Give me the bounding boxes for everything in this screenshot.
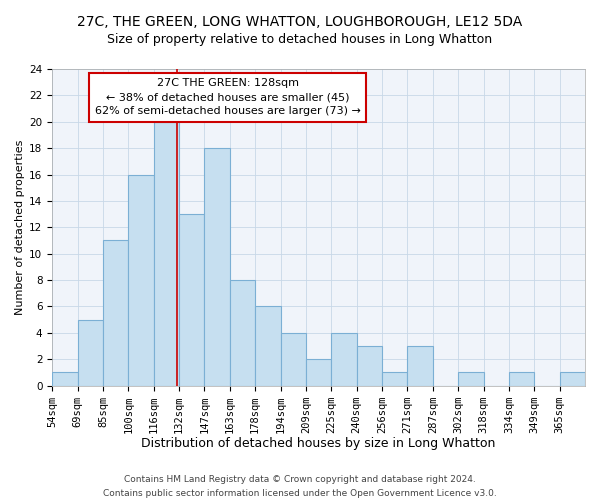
Bar xyxy=(331,333,356,386)
Bar xyxy=(458,372,484,386)
Bar xyxy=(179,214,205,386)
Text: Size of property relative to detached houses in Long Whatton: Size of property relative to detached ho… xyxy=(107,32,493,46)
Text: Contains HM Land Registry data © Crown copyright and database right 2024.
Contai: Contains HM Land Registry data © Crown c… xyxy=(103,476,497,498)
Bar xyxy=(230,280,255,386)
Y-axis label: Number of detached properties: Number of detached properties xyxy=(15,140,25,315)
Bar xyxy=(306,359,331,386)
Bar xyxy=(128,174,154,386)
Bar xyxy=(509,372,534,386)
Bar xyxy=(281,333,306,386)
Bar xyxy=(154,122,179,386)
Text: 27C, THE GREEN, LONG WHATTON, LOUGHBOROUGH, LE12 5DA: 27C, THE GREEN, LONG WHATTON, LOUGHBOROU… xyxy=(77,15,523,29)
Bar xyxy=(77,320,103,386)
Bar xyxy=(382,372,407,386)
Text: 27C THE GREEN: 128sqm
← 38% of detached houses are smaller (45)
62% of semi-deta: 27C THE GREEN: 128sqm ← 38% of detached … xyxy=(95,78,361,116)
Bar xyxy=(205,148,230,386)
Bar xyxy=(255,306,281,386)
Bar xyxy=(356,346,382,386)
Bar xyxy=(560,372,585,386)
X-axis label: Distribution of detached houses by size in Long Whatton: Distribution of detached houses by size … xyxy=(142,437,496,450)
Bar xyxy=(407,346,433,386)
Bar xyxy=(52,372,77,386)
Bar xyxy=(103,240,128,386)
